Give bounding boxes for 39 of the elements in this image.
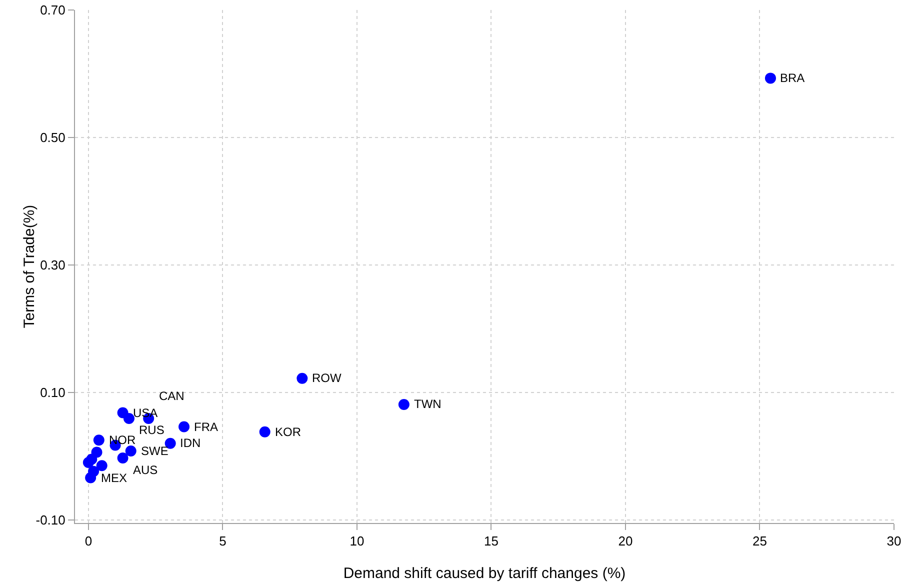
point [93, 434, 104, 446]
x-tick-label: 30 [886, 534, 902, 549]
point [123, 412, 134, 424]
y-tick-label: 0.10 [40, 384, 66, 400]
annotation: IDN [180, 436, 201, 450]
annotation: SWE [141, 444, 168, 458]
point [125, 445, 136, 456]
point [88, 466, 100, 477]
x-tick-label: 15 [484, 534, 498, 549]
annotation: KOR [275, 425, 302, 439]
annotation: ROW [312, 371, 342, 385]
x-axis-title: Demand shift caused by tariff changes (%) [343, 565, 626, 582]
point [96, 460, 108, 472]
annotation: AUS [133, 463, 158, 477]
annotation: MEX [101, 471, 128, 485]
point [764, 72, 776, 84]
y-tick-label: 0.70 [40, 2, 66, 18]
point [178, 421, 190, 432]
y-tick-label: 0.50 [40, 130, 66, 145]
y-axis-title: Terms of Trade(%) [21, 204, 38, 328]
point [296, 372, 308, 384]
y-tick-label: -0.10 [36, 512, 66, 528]
annotation: TWN [414, 397, 442, 411]
x-tick-label: 10 [350, 534, 364, 549]
point [82, 456, 94, 468]
annotation: BRA [780, 71, 805, 85]
annotation: CAN [159, 389, 184, 403]
annotation: USA [133, 406, 158, 420]
x-tick-label: 0 [84, 534, 92, 549]
annotation: FRA [194, 420, 218, 434]
annotation: NOR [109, 433, 136, 447]
y-tick-label: 0.30 [40, 257, 66, 272]
point [117, 452, 128, 464]
point [259, 426, 270, 438]
annotation: RUS [139, 423, 164, 437]
x-tick-label: 25 [752, 534, 767, 549]
x-tick-label: 20 [618, 534, 633, 549]
x-tick-label: 5 [219, 534, 226, 549]
point [398, 398, 410, 410]
